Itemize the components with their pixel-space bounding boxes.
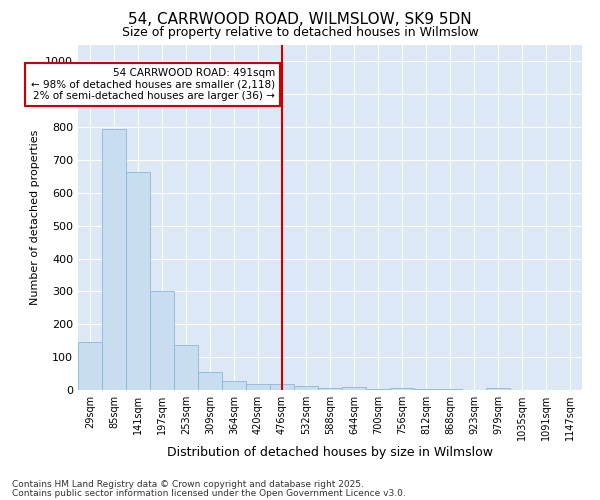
Bar [390, 388, 414, 390]
Bar [198, 372, 222, 390]
Bar [78, 342, 102, 390]
Bar [342, 388, 366, 390]
Bar [366, 388, 390, 390]
Text: 54 CARRWOOD ROAD: 491sqm
← 98% of detached houses are smaller (2,118)
2% of semi: 54 CARRWOOD ROAD: 491sqm ← 98% of detach… [31, 68, 275, 101]
Bar [126, 172, 150, 390]
Bar [270, 384, 294, 390]
X-axis label: Distribution of detached houses by size in Wilmslow: Distribution of detached houses by size … [167, 446, 493, 459]
Bar [174, 345, 198, 390]
Bar [486, 388, 510, 390]
Text: Size of property relative to detached houses in Wilmslow: Size of property relative to detached ho… [122, 26, 478, 39]
Bar [150, 292, 174, 390]
Bar [246, 384, 270, 390]
Bar [438, 389, 462, 390]
Bar [222, 381, 246, 390]
Bar [318, 388, 342, 390]
Y-axis label: Number of detached properties: Number of detached properties [29, 130, 40, 305]
Bar [414, 389, 438, 390]
Bar [102, 129, 126, 390]
Bar [294, 386, 318, 390]
Text: Contains public sector information licensed under the Open Government Licence v3: Contains public sector information licen… [12, 488, 406, 498]
Text: Contains HM Land Registry data © Crown copyright and database right 2025.: Contains HM Land Registry data © Crown c… [12, 480, 364, 489]
Text: 54, CARRWOOD ROAD, WILMSLOW, SK9 5DN: 54, CARRWOOD ROAD, WILMSLOW, SK9 5DN [128, 12, 472, 28]
